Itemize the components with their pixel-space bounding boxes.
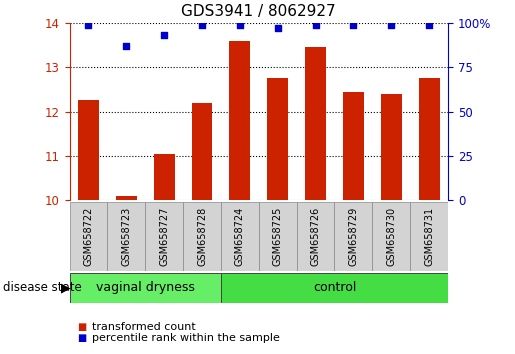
- Point: [160, 33, 168, 38]
- Text: GSM658730: GSM658730: [386, 207, 396, 266]
- Bar: [70, 202, 107, 271]
- Text: GSM658724: GSM658724: [235, 207, 245, 266]
- Bar: [267, 78, 288, 200]
- Bar: [372, 202, 410, 271]
- Text: GSM658722: GSM658722: [83, 207, 93, 266]
- Text: transformed count: transformed count: [92, 322, 195, 332]
- Text: GSM658727: GSM658727: [159, 207, 169, 266]
- Bar: [192, 103, 212, 200]
- Bar: [221, 202, 259, 271]
- Bar: [305, 47, 326, 200]
- Text: GSM658731: GSM658731: [424, 207, 434, 266]
- Bar: [259, 202, 297, 271]
- Text: GSM658728: GSM658728: [197, 207, 207, 266]
- Text: GSM658723: GSM658723: [122, 207, 131, 266]
- Text: GSM658725: GSM658725: [273, 207, 283, 266]
- Bar: [70, 273, 221, 303]
- Point: [425, 22, 433, 28]
- Title: GDS3941 / 8062927: GDS3941 / 8062927: [181, 4, 336, 19]
- Bar: [335, 202, 372, 271]
- Bar: [410, 202, 448, 271]
- Point: [122, 43, 130, 49]
- Text: percentile rank within the sample: percentile rank within the sample: [92, 333, 280, 343]
- Bar: [419, 78, 439, 200]
- Bar: [183, 202, 221, 271]
- Point: [349, 22, 357, 28]
- Point: [84, 22, 93, 28]
- Point: [198, 22, 206, 28]
- Bar: [221, 273, 448, 303]
- Text: ▶: ▶: [61, 281, 71, 294]
- Bar: [343, 92, 364, 200]
- Text: vaginal dryness: vaginal dryness: [96, 281, 195, 294]
- Text: disease state: disease state: [3, 281, 81, 294]
- Point: [273, 25, 282, 31]
- Bar: [78, 101, 99, 200]
- Bar: [154, 154, 175, 200]
- Bar: [145, 202, 183, 271]
- Bar: [116, 195, 136, 200]
- Text: ■: ■: [77, 322, 87, 332]
- Bar: [107, 202, 145, 271]
- Bar: [230, 41, 250, 200]
- Bar: [381, 94, 402, 200]
- Point: [387, 22, 396, 28]
- Text: GSM658729: GSM658729: [349, 207, 358, 266]
- Text: GSM658726: GSM658726: [311, 207, 320, 266]
- Text: control: control: [313, 281, 356, 294]
- Point: [236, 22, 244, 28]
- Text: ■: ■: [77, 333, 87, 343]
- Point: [312, 22, 320, 28]
- Bar: [297, 202, 335, 271]
